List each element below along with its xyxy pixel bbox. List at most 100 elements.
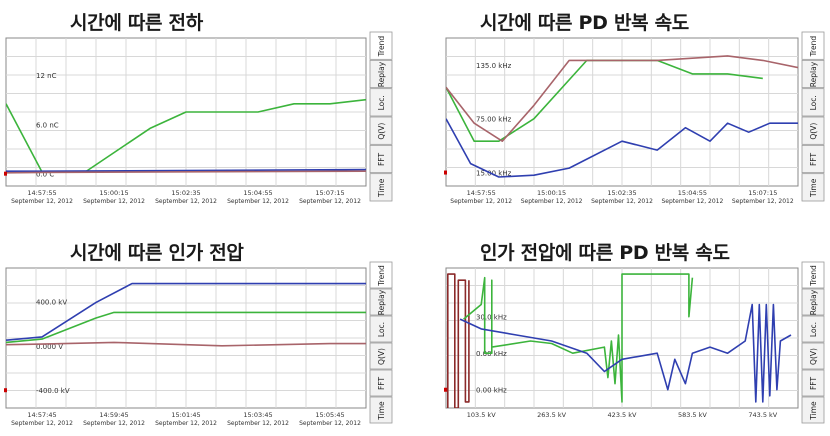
side-tab-label: FFT [809, 153, 818, 166]
y-tick-label: 15.00 kHz [476, 170, 512, 178]
x-tick-date: September 12, 2012 [11, 198, 73, 205]
side-tab-replay[interactable]: Replay [801, 288, 825, 316]
side-tab-qv[interactable]: Q(V) [801, 342, 825, 370]
chart-panel-1: 시간에 따른 전하 12 nC 6.0 nC 0.0 C 14:57:55 Septem… [0, 0, 398, 210]
x-tick-date: September 12, 2012 [732, 198, 794, 205]
y-tick-label: 135.0 kHz [476, 62, 512, 70]
side-tab-label: Replay [377, 61, 386, 87]
side-tab-replay[interactable]: Replay [369, 59, 393, 89]
side-tab-time[interactable]: Time [369, 396, 393, 424]
side-tab-label: Q(V) [377, 123, 386, 140]
chart-panel-2: 시간에 따른 PD 반복 속도 135.0 kHz 75.00 kHz 15.00 … [440, 0, 830, 210]
x-tick-label: 14:59:45 [99, 411, 128, 419]
x-tick-date: September 12, 2012 [155, 198, 217, 205]
x-tick-label: 14:57:55 [27, 189, 56, 197]
x-tick-label: 423.5 kV [608, 411, 637, 419]
side-tab-label: Time [809, 401, 818, 421]
y-tick-label: 6.0 nC [36, 121, 59, 129]
side-tab-time[interactable]: Time [801, 173, 825, 202]
side-tab-time[interactable]: Time [369, 173, 393, 202]
side-tab-label: Time [377, 401, 386, 421]
series-line-green [463, 273, 694, 403]
x-tick-label: 583.5 kV [678, 411, 707, 419]
x-tick-label: 15:07:15 [748, 189, 777, 197]
x-tick-label: 15:00:15 [99, 189, 128, 197]
x-tick-date: September 12, 2012 [591, 198, 653, 205]
x-tick-label: 15:07:15 [315, 189, 344, 197]
side-tab-label: Time [377, 178, 386, 198]
side-tab-loc[interactable]: Loc. [801, 315, 825, 343]
x-tick-date: September 12, 2012 [662, 198, 724, 205]
x-tick-label: 743.5 kV [748, 411, 777, 419]
y-tick-label: 400.0 kV [36, 298, 67, 306]
y-tick-label: 0.00 kHz [476, 350, 507, 358]
side-tab-fft[interactable]: FFT [801, 144, 825, 174]
side-tab-label: FFT [809, 377, 818, 390]
side-tab-label: Replay [377, 289, 386, 315]
chart-title: 인가 전압에 따른 PD 반복 속도 [480, 242, 730, 264]
side-tab-fft[interactable]: FFT [369, 369, 393, 397]
cursor-marker [4, 388, 7, 393]
x-tick-label: 15:02:35 [171, 189, 200, 197]
y-tick-label: -400.0 kV [36, 387, 70, 395]
x-tick-date: September 12, 2012 [299, 420, 361, 427]
side-tab-loc[interactable]: Loc. [369, 88, 393, 117]
side-tab-replay[interactable]: Replay [369, 288, 393, 316]
cursor-marker [4, 171, 7, 176]
side-tab-loc[interactable]: Loc. [801, 88, 825, 117]
side-tab-label: Time [809, 178, 818, 198]
side-tab-loc[interactable]: Loc. [369, 315, 393, 343]
side-tab-label: FFT [377, 377, 386, 390]
x-tick-date: September 12, 2012 [83, 198, 145, 205]
side-tab-label: Loc. [809, 322, 818, 337]
side-tab-label: Loc. [377, 322, 386, 337]
series-line-rose [446, 55, 798, 142]
series-line-blue [459, 303, 792, 403]
chart-panel-3: 시간에 따른 인가 전압 400.0 kV 0.000 V -400.0 kV 14:… [0, 226, 398, 436]
side-tab-label: Loc. [809, 95, 818, 110]
y-tick-label: 12 nC [36, 72, 57, 80]
x-tick-label: 15:02:35 [607, 189, 636, 197]
series-line-dark_red [447, 273, 470, 408]
side-tab-trend[interactable]: Trend [369, 261, 393, 289]
side-tab-qv[interactable]: Q(V) [369, 342, 393, 370]
side-tab-label: Trend [809, 36, 818, 58]
cursor-marker [444, 387, 447, 392]
x-tick-date: September 12, 2012 [83, 420, 145, 427]
side-tab-trend[interactable]: Trend [369, 31, 393, 60]
x-tick-date: September 12, 2012 [227, 420, 289, 427]
side-tab-fft[interactable]: FFT [801, 369, 825, 397]
x-tick-label: 103.5 kV [467, 411, 496, 419]
side-tab-label: Trend [377, 265, 386, 287]
series-line-green [6, 311, 366, 344]
side-tab-fft[interactable]: FFT [369, 144, 393, 174]
side-tab-time[interactable]: Time [801, 396, 825, 424]
x-tick-label: 15:03:45 [243, 411, 272, 419]
side-tab-qv[interactable]: Q(V) [801, 116, 825, 145]
chart-title: 시간에 따른 PD 반복 속도 [480, 12, 689, 34]
series-line-blue [6, 282, 366, 341]
side-tab-label: Replay [809, 61, 818, 87]
side-tab-label: Q(V) [809, 123, 818, 140]
side-tab-qv[interactable]: Q(V) [369, 116, 393, 145]
x-tick-label: 15:00:15 [537, 189, 566, 197]
series-line-rose [6, 170, 366, 174]
side-tab-label: Q(V) [377, 348, 386, 365]
x-tick-label: 15:04:55 [678, 189, 707, 197]
x-tick-label: 263.5 kV [537, 411, 566, 419]
x-tick-label: 15:05:45 [315, 411, 344, 419]
x-tick-date: September 12, 2012 [299, 198, 361, 205]
x-tick-date: September 12, 2012 [11, 420, 73, 427]
chart-title: 시간에 따른 인가 전압 [70, 242, 244, 264]
side-tab-trend[interactable]: Trend [801, 261, 825, 289]
x-tick-label: 15:01:45 [171, 411, 200, 419]
x-tick-date: September 12, 2012 [227, 198, 289, 205]
chart-svg: 400.0 kV0.000 V-400.0 kV14:57:45Septembe… [4, 261, 393, 427]
side-tab-trend[interactable]: Trend [801, 31, 825, 60]
side-tab-label: Replay [809, 289, 818, 315]
series-line-rose [6, 341, 366, 347]
chart-title: 시간에 따른 전하 [70, 12, 203, 34]
x-tick-label: 14:57:55 [467, 189, 496, 197]
side-tab-replay[interactable]: Replay [801, 59, 825, 89]
